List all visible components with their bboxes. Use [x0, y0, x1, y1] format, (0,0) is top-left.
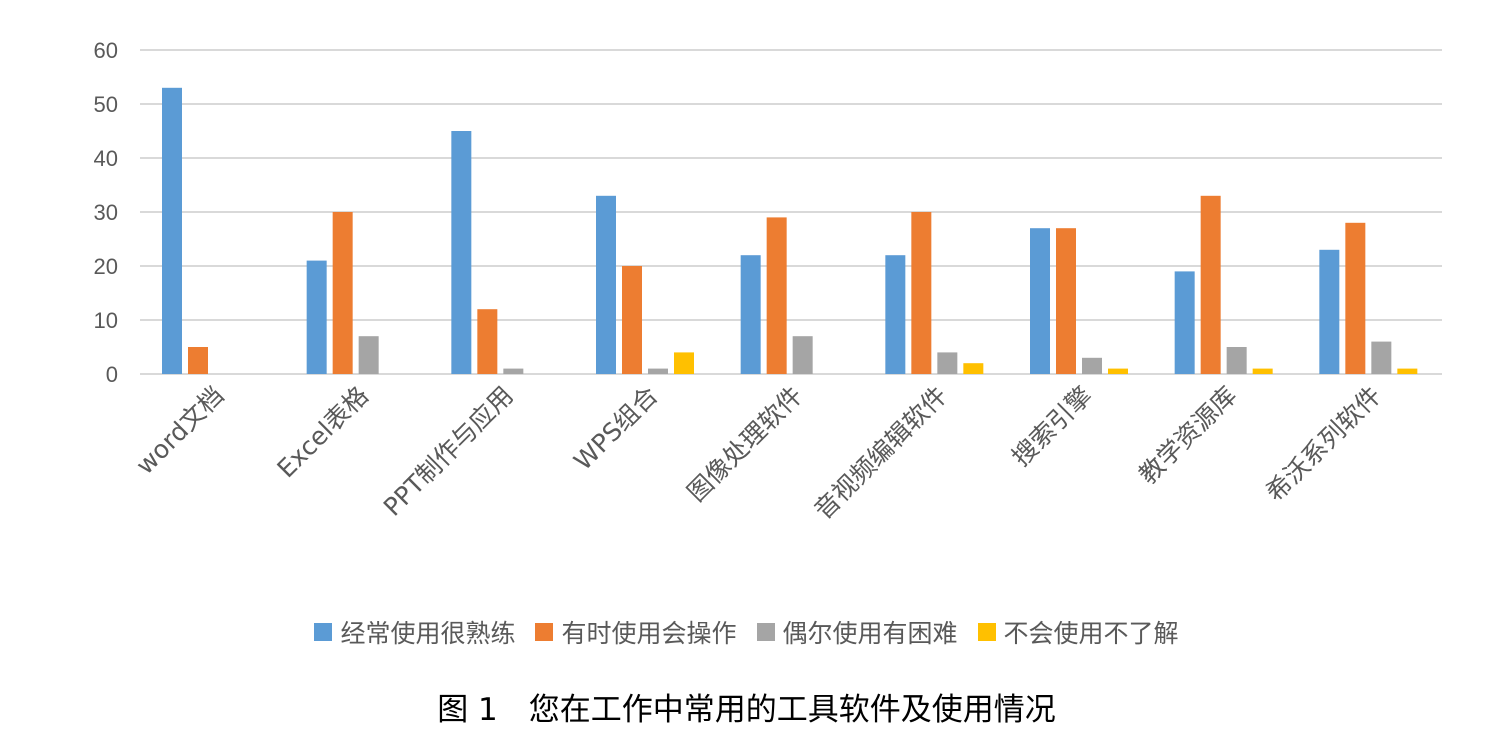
bar: [1226, 347, 1247, 374]
bar: [766, 217, 787, 374]
x-tick-label: 搜索引擎: [1006, 381, 1097, 472]
y-tick-label: 0: [106, 362, 118, 387]
bar: [648, 368, 668, 374]
bar: [358, 336, 379, 374]
legend-item: 偶尔使用有困难: [756, 614, 958, 650]
bar: [451, 131, 472, 374]
legend-swatch: [977, 623, 996, 641]
legend-label: 有时使用会操作: [561, 619, 737, 648]
bar: [1030, 228, 1050, 374]
gridlines: [140, 49, 1442, 375]
y-tick-label: 10: [94, 308, 118, 333]
bar: [674, 352, 694, 374]
legend-swatch: [756, 623, 775, 641]
legend-swatch: [535, 623, 554, 641]
legend-item: 有时使用会操作: [535, 614, 737, 650]
legend-label: 偶尔使用有困难: [782, 619, 958, 648]
bar: [622, 266, 642, 374]
bar: [188, 347, 208, 374]
bar: [1345, 222, 1366, 374]
x-tick-label: PPT制作与应用: [378, 381, 519, 522]
bar: [1319, 249, 1340, 374]
x-tick-label: 音视频编辑软件: [809, 381, 953, 525]
bar: [477, 309, 498, 374]
x-tick-label: Excel表格: [271, 381, 374, 484]
y-axis-tick-labels: 0 10 20 30 40 50 60: [94, 38, 118, 387]
legend: 经常使用很熟练 有时使用会操作 偶尔使用有困难 不会使用不了解: [0, 614, 1493, 650]
bar-chart: 0 10 20 30 40 50 60 word文档 Excel表格 PPT制作与应用 WPS组合…: [94, 38, 1442, 525]
bar: [792, 336, 813, 374]
bar: [1108, 368, 1128, 374]
legend-label: 经常使用很熟练: [340, 619, 516, 648]
bar: [963, 363, 984, 374]
x-tick-label: 希沃系列软件: [1260, 381, 1387, 508]
x-axis-tick-labels: word文档 Excel表格 PPT制作与应用 WPS组合 图像处理软件 音视频编辑软件搜…: [130, 381, 1387, 525]
bar: [1200, 195, 1221, 374]
y-tick-label: 20: [94, 254, 118, 279]
y-tick-label: 60: [94, 38, 118, 63]
figure-caption: 图 1 您在工作中常用的工具软件及使用情况: [437, 692, 1056, 728]
x-tick-label: word文档: [130, 381, 229, 480]
bar: [503, 368, 524, 374]
bar: [306, 260, 327, 374]
bar: [911, 212, 932, 374]
x-tick-label: 图像处理软件: [682, 381, 809, 508]
bar: [1082, 357, 1102, 374]
bar: [1174, 271, 1195, 374]
x-tick-label: WPS组合: [568, 381, 663, 476]
x-tick-label: 教学资源库: [1133, 381, 1242, 490]
bar: [1056, 228, 1076, 374]
bar: [885, 255, 906, 374]
bar: [1371, 341, 1392, 374]
y-tick-label: 30: [94, 200, 118, 225]
legend-item: 经常使用很熟练: [314, 614, 515, 650]
y-tick-label: 40: [94, 146, 118, 171]
bar: [1397, 368, 1418, 374]
bar: [1252, 368, 1273, 374]
bars: [162, 87, 1418, 375]
bar: [332, 212, 353, 374]
bar: [937, 352, 958, 374]
bar: [162, 87, 182, 375]
y-tick-label: 50: [94, 92, 118, 117]
legend-label: 不会使用不了解: [1003, 619, 1179, 648]
legend-item: 不会使用不了解: [977, 614, 1179, 650]
bar: [740, 255, 761, 374]
bar: [596, 195, 616, 374]
legend-swatch: [314, 623, 333, 641]
